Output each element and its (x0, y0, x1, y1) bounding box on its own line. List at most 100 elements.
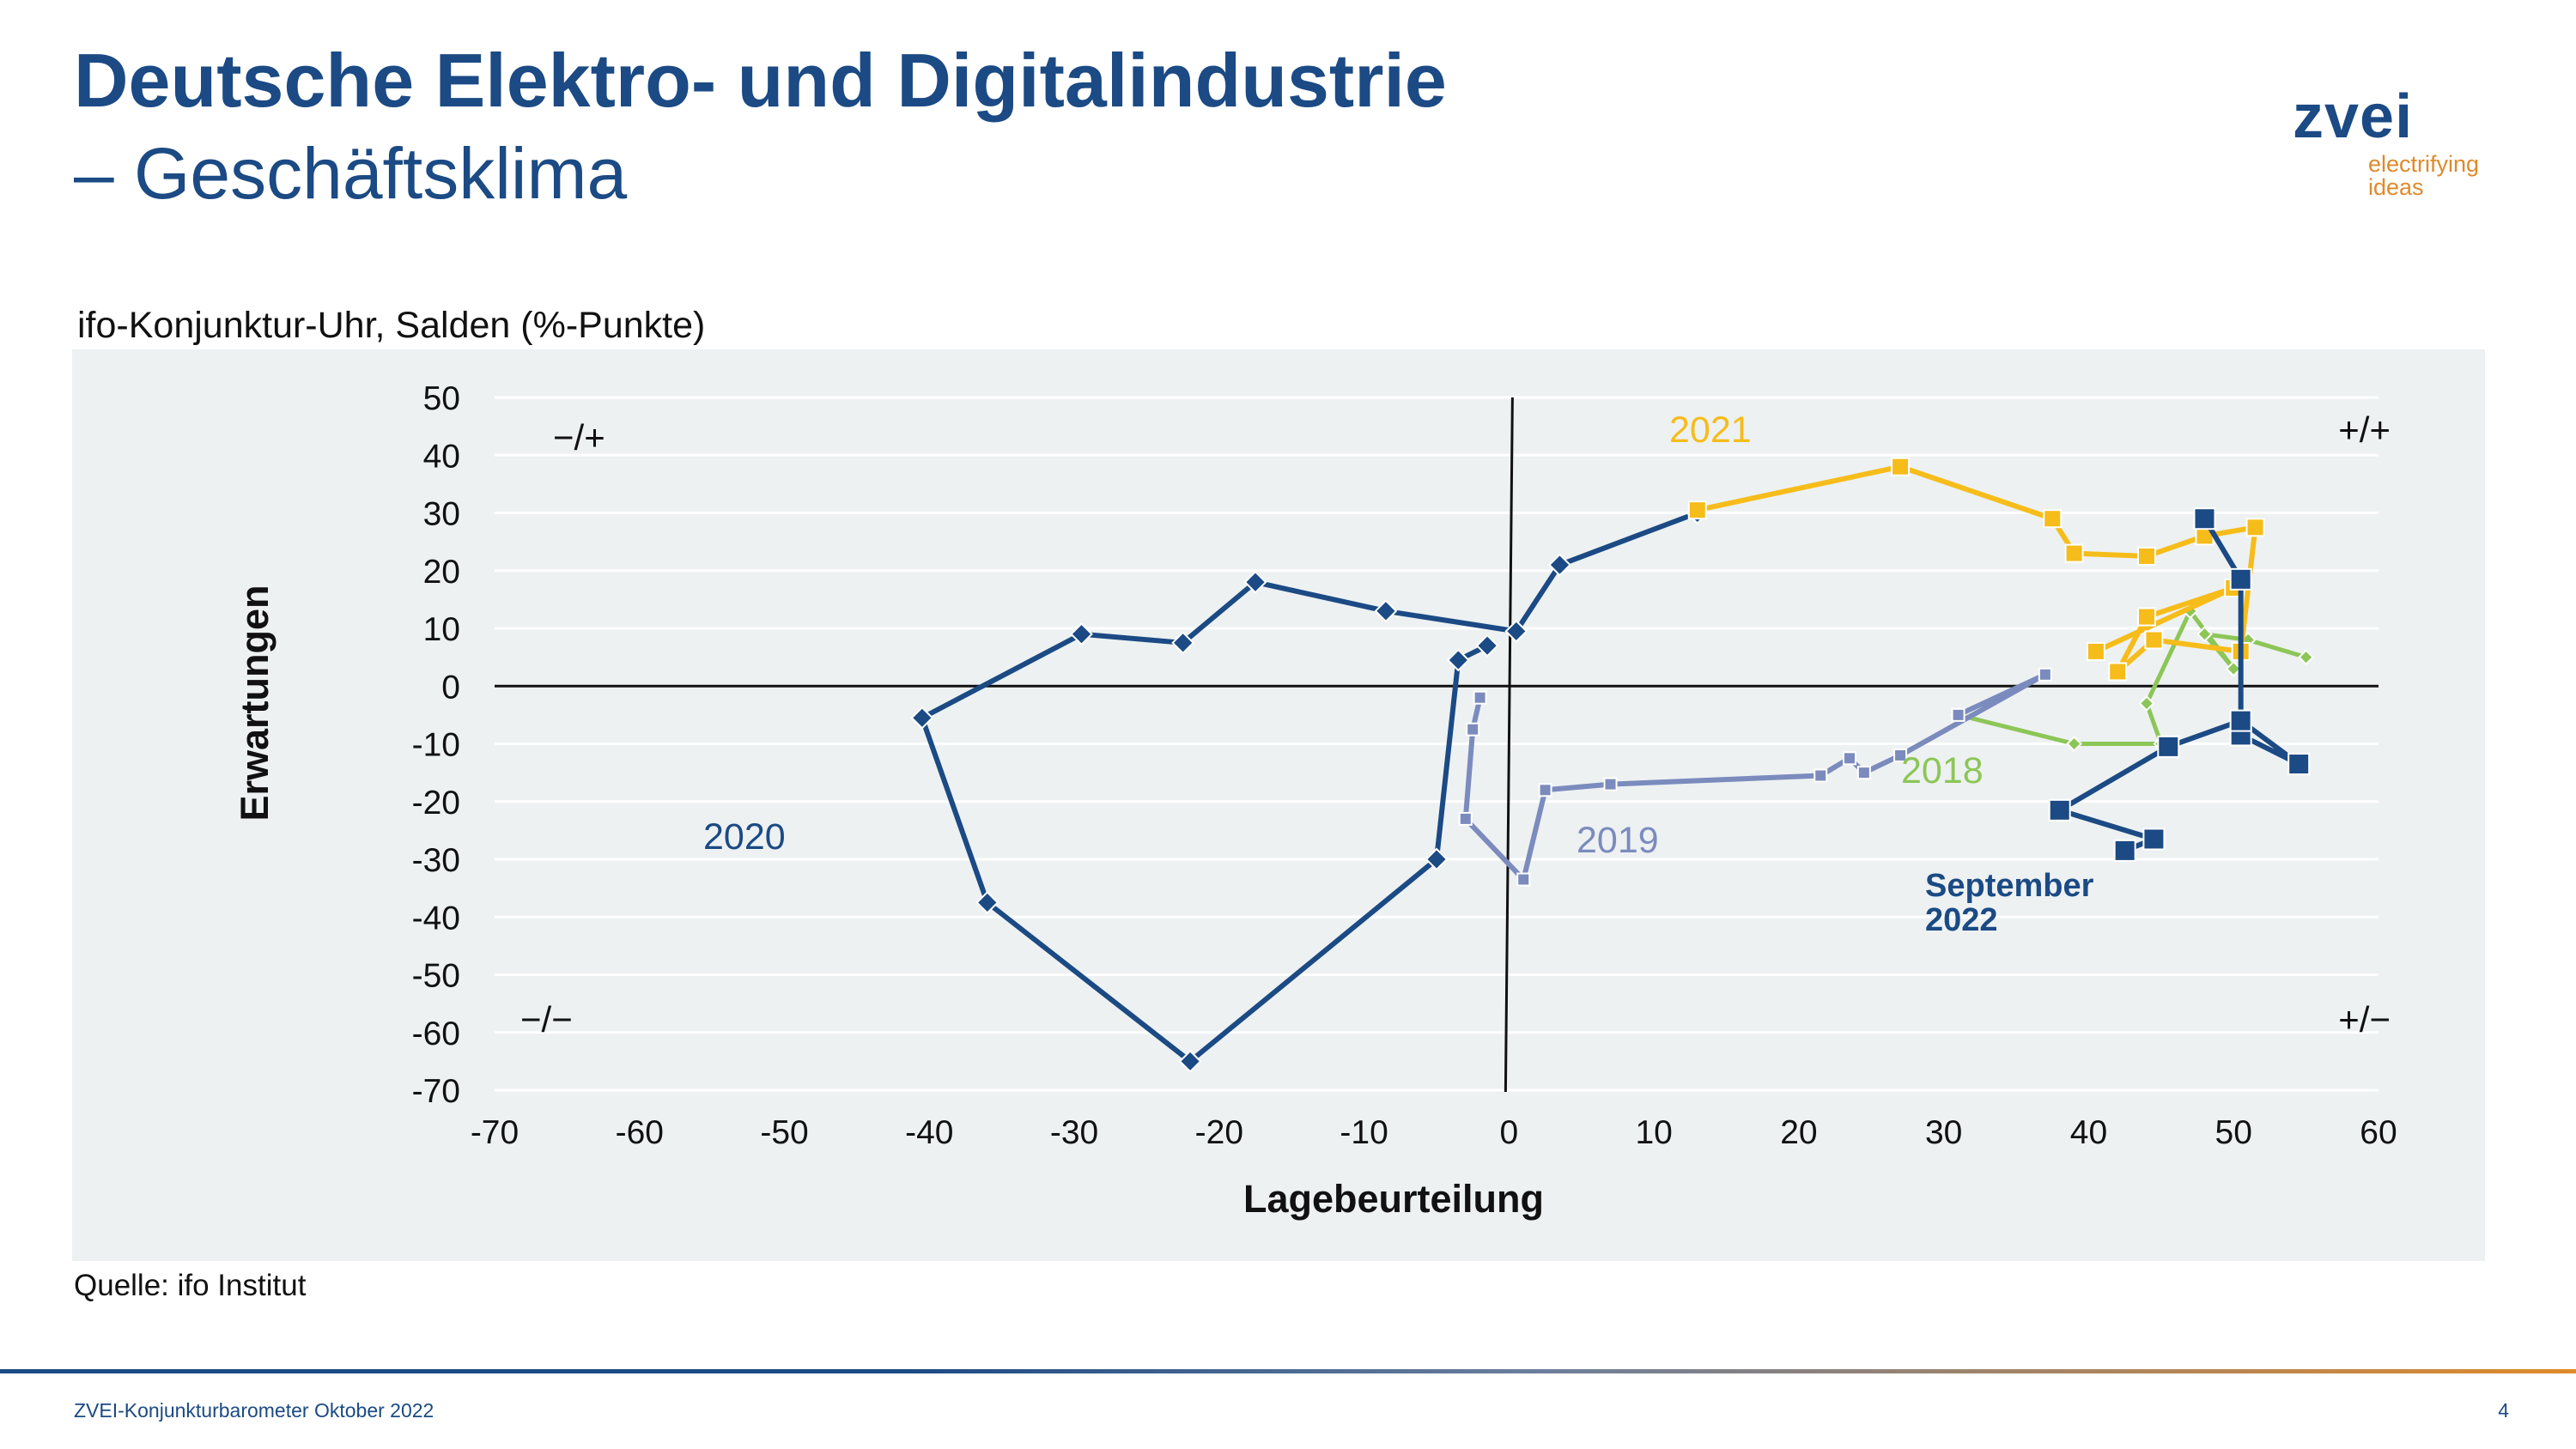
quadrant-label-bottom-right: +/− (2338, 999, 2391, 1040)
page-subtitle: – Geschäftsklima (74, 133, 628, 214)
y-tick-label: -20 (412, 785, 460, 822)
data-point (2048, 798, 2071, 822)
data-point (1516, 872, 1531, 887)
chart-caption: ifo-Konjunktur-Uhr, Salden (%-Punkte) (77, 305, 706, 346)
data-point (2066, 736, 2082, 752)
zvei-logo: zvei electrifying ideas (2293, 82, 2479, 199)
data-point (1473, 690, 1487, 705)
x-tick-label: 50 (2215, 1114, 2252, 1151)
source-note: Quelle: ifo Institut (74, 1269, 307, 1302)
series-2019 (1458, 667, 2052, 887)
data-point (2064, 543, 2084, 563)
data-point (2229, 567, 2252, 591)
x-tick-label: -10 (1340, 1114, 1388, 1151)
series-label-september-2022: September 2022 (1925, 868, 2094, 938)
y-tick-label: 40 (423, 438, 460, 475)
data-point (2225, 660, 2242, 677)
data-point (1814, 768, 1828, 783)
y-tick-label: 10 (423, 611, 460, 648)
x-tick-label: 20 (1780, 1114, 1817, 1151)
y-tick-label: 0 (441, 669, 460, 706)
data-point (1475, 634, 1499, 658)
series-line (1697, 464, 2258, 675)
quadrant-label-top-left: −/+ (553, 417, 605, 458)
y-tick-label: -60 (412, 1016, 460, 1052)
data-point (1243, 570, 1267, 594)
data-point (2043, 509, 2063, 529)
y-tick-label: 20 (423, 554, 460, 591)
data-point (1603, 777, 1618, 791)
series-label-2020: 2020 (703, 816, 786, 858)
quadrant-label-bottom-left: −/− (520, 999, 573, 1040)
data-point (1171, 631, 1195, 655)
quadrant-label-top-right: +/+ (2338, 409, 2391, 450)
data-point (2193, 507, 2216, 530)
data-point (1951, 707, 1965, 722)
data-point (2298, 649, 2315, 666)
data-point (1070, 622, 1093, 646)
data-point (2144, 630, 2164, 650)
data-point (2108, 662, 2128, 682)
data-point (1178, 1049, 1202, 1073)
data-point (1374, 599, 1398, 623)
series-label-2019: 2019 (1577, 820, 1659, 861)
x-tick-label: -60 (616, 1114, 664, 1151)
y-tick-label: -10 (412, 727, 460, 764)
y-tick-label: 30 (423, 496, 460, 533)
footer-text: ZVEI-Konjunkturbarometer Oktober 2022 (74, 1399, 434, 1422)
logo-tagline: electrifying ideas (2368, 151, 2480, 200)
series-2020 (910, 501, 1710, 1073)
data-point (975, 891, 999, 914)
page-number: 4 (2498, 1399, 2509, 1422)
series-label-2018: 2018 (1901, 750, 1984, 791)
data-point (1446, 648, 1470, 672)
x-tick-label: -70 (471, 1114, 519, 1151)
data-point (1538, 783, 1552, 797)
y-tick-label: -50 (412, 958, 460, 995)
y-tick-label: -40 (412, 900, 460, 937)
data-point (1504, 619, 1528, 643)
y-tick-label: 50 (423, 380, 460, 417)
x-tick-label: 10 (1635, 1114, 1672, 1151)
data-point (910, 706, 934, 730)
x-tick-label: 30 (1925, 1114, 1962, 1151)
logo-word: zvei (2293, 82, 2414, 151)
series-label-2021: 2021 (1669, 409, 1752, 451)
data-point (1458, 811, 1473, 826)
y-axis-line (1504, 397, 1514, 1093)
data-point (1425, 847, 1449, 871)
data-point (1893, 748, 1908, 762)
footer-divider (0, 1369, 2576, 1373)
data-point (2142, 828, 2166, 851)
series-september-2022 (2048, 507, 2311, 862)
x-tick-label: -20 (1195, 1114, 1243, 1151)
x-tick-label: 0 (1500, 1114, 1519, 1151)
series-line (1957, 609, 2307, 746)
y-tick-label: -70 (412, 1073, 460, 1110)
x-tick-label: -30 (1050, 1114, 1098, 1151)
y-tick-label: -30 (412, 842, 460, 879)
page-title: Deutsche Elektro- und Digitalindustrie (74, 38, 1447, 123)
data-point (1687, 500, 1707, 520)
x-tick-label: -50 (760, 1114, 808, 1151)
data-point (2136, 607, 2156, 627)
data-point (1466, 722, 1480, 737)
series-2018 (1950, 603, 2315, 752)
data-point (2196, 626, 2213, 643)
data-point (1856, 766, 1871, 780)
x-axis-title: Lagebeurteilung (1243, 1177, 1544, 1221)
data-point (2113, 839, 2136, 862)
data-point (1891, 457, 1911, 476)
ifo-clock-chart: 50 40 30 20 10 0 -10 -20 -30 -40 -50 -60 -70 -70 -60 -5… (233, 380, 2397, 1221)
y-axis-title: Erwartungen (233, 585, 276, 821)
data-point (2086, 641, 2105, 661)
data-point (2136, 546, 2156, 566)
x-tick-label: 60 (2360, 1114, 2397, 1151)
data-point (2038, 667, 2052, 682)
data-point (2245, 518, 2265, 537)
x-tick-label: 40 (2070, 1114, 2107, 1151)
chart-panel: 50 40 30 20 10 0 -10 -20 -30 -40 -50 -60 -70 -70 -60 -5… (72, 349, 2485, 1261)
data-point (2287, 753, 2311, 776)
x-tick-label: -40 (905, 1114, 953, 1151)
data-point (1842, 751, 1856, 766)
